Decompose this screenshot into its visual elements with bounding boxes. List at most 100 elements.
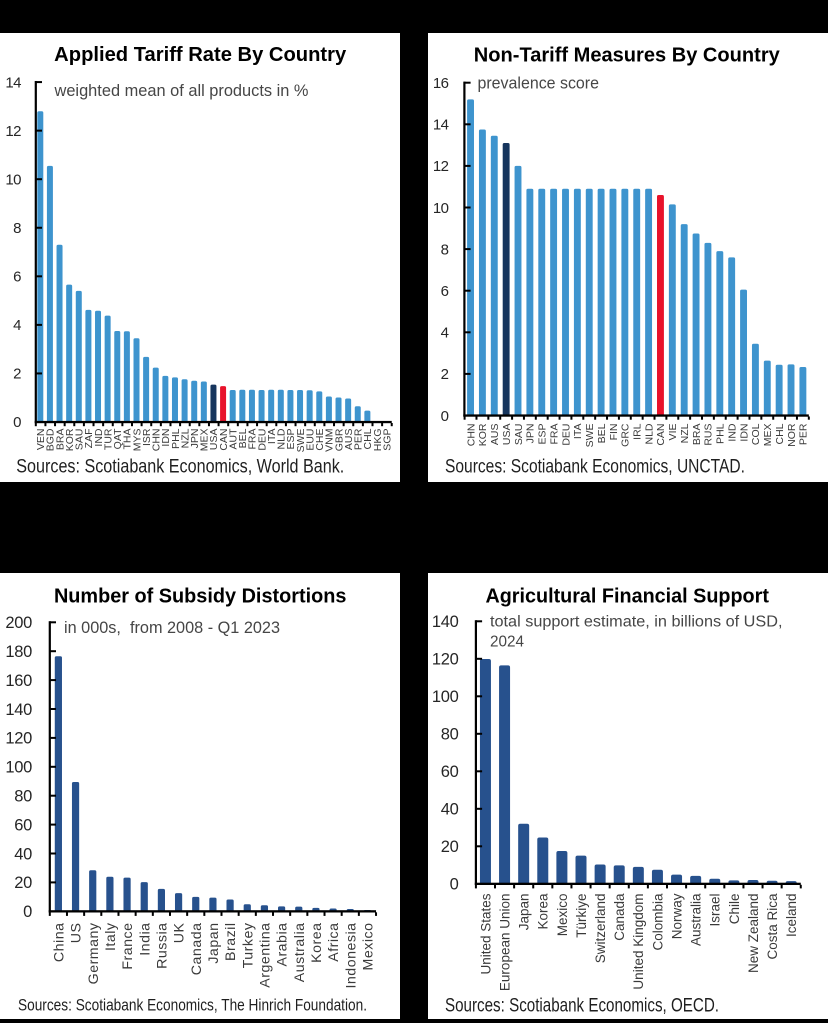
svg-text:Korea: Korea bbox=[536, 893, 551, 930]
svg-text:Germany: Germany bbox=[86, 922, 102, 984]
svg-text:United Kingdom: United Kingdom bbox=[631, 894, 646, 990]
svg-text:60: 60 bbox=[14, 816, 32, 834]
svg-text:Sources: Scotiabank Economics,: Sources: Scotiabank Economics, OECD. bbox=[445, 995, 719, 1017]
svg-text:CHL: CHL bbox=[362, 428, 374, 449]
svg-text:0: 0 bbox=[450, 876, 459, 894]
svg-text:BRA: BRA bbox=[691, 424, 703, 446]
svg-text:Norway: Norway bbox=[669, 893, 684, 939]
svg-text:180: 180 bbox=[5, 643, 32, 661]
svg-text:Canada: Canada bbox=[189, 923, 205, 976]
svg-text:EUU: EUU bbox=[304, 429, 316, 451]
svg-text:BEL: BEL bbox=[237, 428, 249, 448]
svg-text:USA: USA bbox=[501, 424, 513, 446]
svg-text:FIN: FIN bbox=[608, 424, 620, 441]
svg-text:UK: UK bbox=[172, 922, 188, 943]
svg-text:BEL: BEL bbox=[596, 423, 608, 443]
svg-text:BRA: BRA bbox=[54, 429, 66, 451]
svg-text:Sources: Scotiabank Economics,: Sources: Scotiabank Economics, UNCTAD. bbox=[445, 455, 745, 477]
svg-text:Mexico: Mexico bbox=[361, 923, 377, 971]
svg-text:MEX: MEX bbox=[762, 424, 774, 447]
svg-text:AUT: AUT bbox=[227, 428, 239, 450]
svg-text:100: 100 bbox=[5, 759, 32, 777]
svg-text:100: 100 bbox=[432, 688, 459, 706]
svg-text:6: 6 bbox=[441, 283, 449, 300]
svg-text:Russia: Russia bbox=[155, 923, 171, 969]
svg-text:THA: THA bbox=[122, 429, 134, 450]
svg-text:Brazil: Brazil bbox=[223, 923, 239, 961]
svg-text:ESP: ESP bbox=[537, 424, 549, 445]
svg-text:2024: 2024 bbox=[490, 634, 524, 651]
svg-text:10: 10 bbox=[5, 171, 21, 188]
svg-text:4: 4 bbox=[441, 325, 449, 342]
svg-text:PER: PER bbox=[798, 423, 810, 445]
svg-text:COL: COL bbox=[750, 423, 762, 445]
svg-text:NZL: NZL bbox=[679, 423, 691, 443]
svg-text:Sources: Scotiabank Economics,: Sources: Scotiabank Economics, World Ban… bbox=[16, 456, 344, 477]
svg-text:140: 140 bbox=[432, 613, 459, 631]
svg-text:200: 200 bbox=[5, 614, 32, 632]
svg-text:SAU: SAU bbox=[74, 429, 86, 451]
svg-text:Agricultural Financial Support: Agricultural Financial Support bbox=[485, 586, 769, 608]
svg-text:in 000s, from 2008 - Q1 2023: in 000s, from 2008 - Q1 2023 bbox=[64, 619, 280, 637]
svg-text:VIE: VIE bbox=[667, 424, 679, 441]
svg-text:0: 0 bbox=[13, 414, 21, 431]
svg-text:India: India bbox=[137, 923, 153, 956]
svg-text:Argentina: Argentina bbox=[258, 923, 274, 988]
svg-text:20: 20 bbox=[14, 874, 32, 892]
svg-text:FRA: FRA bbox=[548, 424, 560, 445]
svg-text:VNM: VNM bbox=[324, 429, 336, 452]
svg-text:ITA: ITA bbox=[266, 429, 278, 445]
svg-text:PER: PER bbox=[353, 428, 365, 450]
svg-text:total support estimate, in bil: total support estimate, in billions of U… bbox=[490, 614, 783, 631]
svg-text:China: China bbox=[52, 923, 68, 963]
svg-text:JPN: JPN bbox=[189, 429, 201, 449]
svg-text:Switzerland: Switzerland bbox=[593, 894, 608, 964]
svg-text:0: 0 bbox=[23, 903, 32, 921]
svg-text:14: 14 bbox=[5, 74, 21, 91]
svg-text:8: 8 bbox=[13, 220, 21, 237]
svg-text:IDN: IDN bbox=[160, 429, 172, 447]
svg-text:United States: United States bbox=[478, 893, 493, 974]
svg-text:QAT: QAT bbox=[112, 428, 124, 449]
svg-text:0: 0 bbox=[441, 408, 449, 425]
svg-text:KOR: KOR bbox=[477, 423, 489, 446]
svg-text:NOR: NOR bbox=[786, 423, 798, 447]
svg-text:BGD: BGD bbox=[45, 428, 57, 451]
svg-text:Korea: Korea bbox=[309, 923, 325, 963]
svg-text:80: 80 bbox=[441, 726, 459, 744]
svg-text:Mexico: Mexico bbox=[555, 894, 570, 937]
svg-text:European Union: European Union bbox=[497, 894, 512, 992]
svg-text:120: 120 bbox=[432, 651, 459, 669]
svg-text:12: 12 bbox=[433, 158, 449, 175]
svg-text:DEU: DEU bbox=[256, 429, 268, 451]
svg-text:JPN: JPN bbox=[525, 424, 537, 444]
svg-text:Arabia: Arabia bbox=[275, 923, 291, 967]
svg-text:2: 2 bbox=[441, 366, 449, 383]
svg-text:SAU: SAU bbox=[513, 424, 525, 446]
svg-text:GRC: GRC bbox=[620, 423, 632, 447]
svg-text:FRA: FRA bbox=[247, 429, 259, 450]
svg-text:Applied Tariff Rate By Country: Applied Tariff Rate By Country bbox=[54, 44, 347, 66]
svg-text:120: 120 bbox=[5, 730, 32, 748]
svg-text:Sources: Scotiabank Economics,: Sources: Scotiabank Economics, The Hinri… bbox=[18, 996, 367, 1015]
svg-text:ESP: ESP bbox=[285, 429, 297, 450]
svg-text:CAN: CAN bbox=[218, 429, 230, 451]
svg-text:IND: IND bbox=[726, 423, 738, 442]
svg-text:VEN: VEN bbox=[35, 429, 47, 451]
svg-text:Italy: Italy bbox=[103, 922, 119, 951]
svg-text:Africa: Africa bbox=[326, 923, 342, 962]
svg-text:SWE: SWE bbox=[295, 429, 307, 453]
svg-text:France: France bbox=[120, 923, 136, 970]
svg-text:Costa Rica: Costa Rica bbox=[765, 893, 780, 960]
svg-text:140: 140 bbox=[5, 701, 32, 719]
svg-text:US: US bbox=[69, 923, 85, 944]
svg-text:HKG: HKG bbox=[372, 429, 384, 452]
svg-text:60: 60 bbox=[441, 763, 459, 781]
svg-text:Israel: Israel bbox=[708, 894, 723, 927]
svg-text:2: 2 bbox=[13, 366, 21, 383]
svg-text:New Zealand: New Zealand bbox=[746, 894, 761, 974]
svg-text:NLD: NLD bbox=[276, 428, 288, 449]
svg-text:Australia: Australia bbox=[292, 923, 308, 983]
svg-text:6: 6 bbox=[13, 269, 21, 286]
svg-text:GBR: GBR bbox=[333, 428, 345, 451]
